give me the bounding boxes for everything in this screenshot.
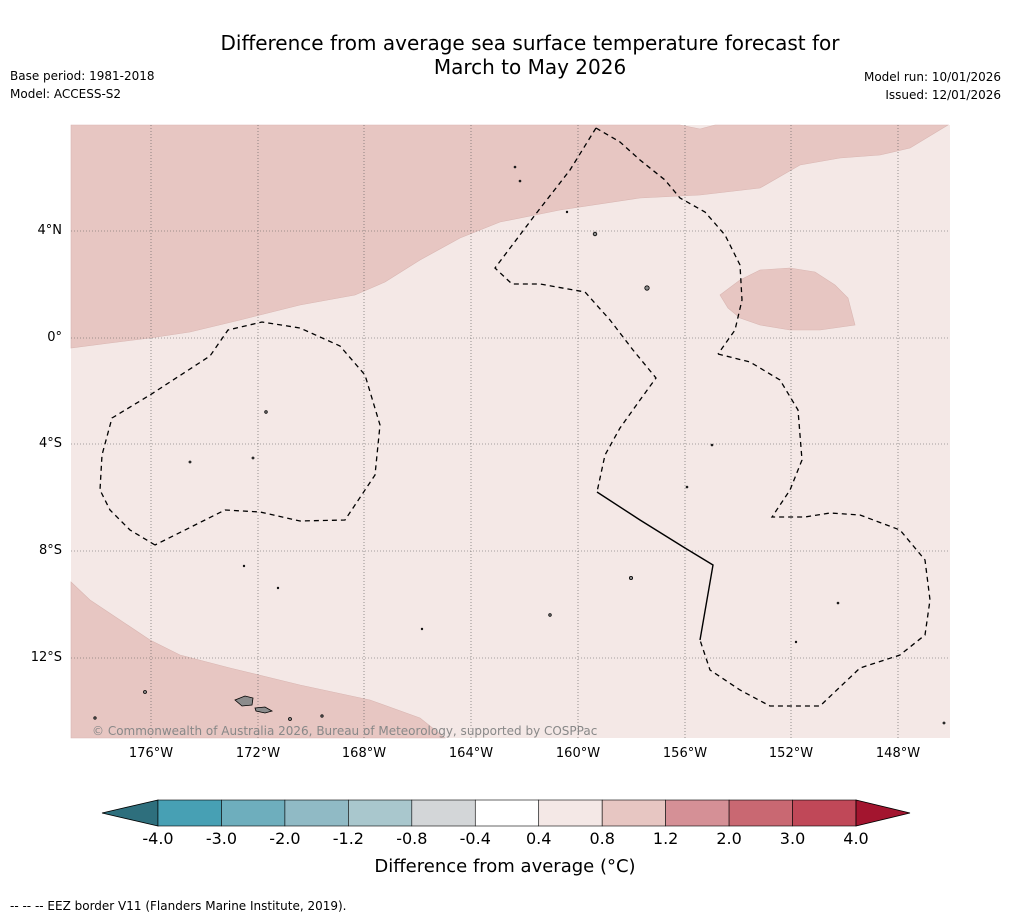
colorbar-tick-label: 1.2 [652, 829, 679, 848]
colorbar-tick-label: -0.8 [396, 829, 428, 848]
colorbar-bin [348, 799, 413, 827]
lat-label: 0° [47, 330, 62, 345]
island-atafu [264, 410, 268, 414]
lon-label: 156°W [662, 746, 708, 761]
islands [93, 165, 946, 725]
meta-right: Model run: 10/01/2026 Issued: 12/01/2026 [864, 68, 1001, 104]
lon-label: 152°W [768, 746, 814, 761]
title-line-2: March to May 2026 [433, 55, 627, 79]
lon-label: 160°W [555, 746, 601, 761]
island-tutuila [288, 717, 292, 721]
model-name: Model: ACCESS-S2 [10, 87, 122, 101]
colorbar-bin [665, 799, 730, 827]
island-starbuck [644, 285, 650, 291]
island-minor-10 [276, 586, 280, 590]
colorbar-tick-label: 3.0 [779, 829, 806, 848]
eez-border-tokelau [99, 321, 381, 546]
colorbar-bin [221, 799, 286, 827]
island-fakaofo [188, 460, 192, 464]
colorbar-tick-label: 0.8 [589, 829, 615, 848]
colorbar-extend-high [855, 799, 911, 827]
colorbar-tick-label: -4.0 [142, 829, 174, 848]
colorbar-bin [601, 799, 666, 827]
colorbar-bin [411, 799, 476, 827]
colorbar [101, 799, 911, 827]
eez-border-kiribati-line [595, 127, 743, 355]
island-minor-5 [685, 485, 689, 489]
island-minor-13 [942, 721, 946, 725]
island-minor-1 [513, 165, 517, 169]
eez-border-kiribati-west [494, 127, 657, 493]
island-minor-7 [794, 640, 798, 644]
island-samoa-savaii [234, 695, 254, 707]
island-minor-8 [420, 627, 424, 631]
lon-label: 164°W [448, 746, 494, 761]
eez-borders [99, 127, 931, 707]
island-penrhyn [592, 231, 598, 237]
colorbar-title: Difference from average (°C) [374, 856, 636, 877]
island-minor-9 [242, 564, 246, 568]
base-period: Base period: 1981-2018 [10, 69, 155, 83]
copyright-notice: © Commonwealth of Australia 2026, Bureau… [92, 724, 598, 738]
colorbar-tick-label: -3.0 [205, 829, 238, 848]
eez-border-solid-segment [596, 491, 714, 641]
graticule [71, 125, 950, 738]
colorbar-tick-label: -0.4 [459, 829, 491, 848]
colorbar-bin [157, 799, 222, 827]
lon-label: 172°W [235, 746, 281, 761]
anomaly-region-east [719, 267, 856, 331]
island-minor-2 [518, 179, 522, 183]
island-samoa-upolu [254, 706, 274, 714]
lon-label: 148°W [875, 746, 921, 761]
eez-border-cook-islands [699, 353, 931, 707]
eez-footnote: -- -- -- EEZ border V11 (Flanders Marine… [10, 899, 347, 913]
colorbar-bin [792, 799, 857, 827]
island-suwarrow [548, 613, 552, 617]
lon-label: 168°W [341, 746, 387, 761]
island-nukunonu [251, 456, 255, 460]
island-minor-12 [320, 714, 324, 718]
island-wallis [143, 690, 147, 694]
island-minor-11 [93, 716, 97, 720]
lat-label: 4°N [37, 223, 63, 238]
anomaly-region-southwest [70, 581, 446, 739]
anomaly-region-north [70, 124, 950, 349]
colorbar-tick-label: 0.4 [525, 829, 552, 848]
colorbar-bin [728, 799, 793, 827]
colorbar-extend-low [101, 799, 159, 827]
colorbar-tick-label: 4.0 [843, 829, 869, 848]
colorbar-bin [474, 799, 540, 827]
island-minor-4 [710, 443, 714, 447]
colorbar-bin [538, 799, 603, 827]
colorbar-bin [284, 799, 349, 827]
colorbar-tick-label: 2.0 [716, 829, 742, 848]
issued-date: Issued: 12/01/2026 [885, 88, 1001, 102]
colorbar-tick-label: -1.2 [332, 829, 364, 848]
island-pukapuka [629, 576, 634, 581]
colorbar-tick-label: -2.0 [269, 829, 301, 848]
lat-label: 8°S [38, 543, 62, 558]
meta-left: Base period: 1981-2018 Model: ACCESS-S2 [10, 67, 155, 103]
lat-label: 4°S [38, 436, 62, 451]
lon-label: 176°W [128, 746, 174, 761]
lat-label: 12°S [30, 650, 62, 665]
chart-title: Difference from average sea surface temp… [140, 31, 920, 79]
model-run-date: Model run: 10/01/2026 [863, 70, 1001, 84]
island-minor-3 [565, 210, 569, 214]
title-line-1: Difference from average sea surface temp… [220, 31, 840, 55]
island-minor-6 [836, 601, 840, 605]
